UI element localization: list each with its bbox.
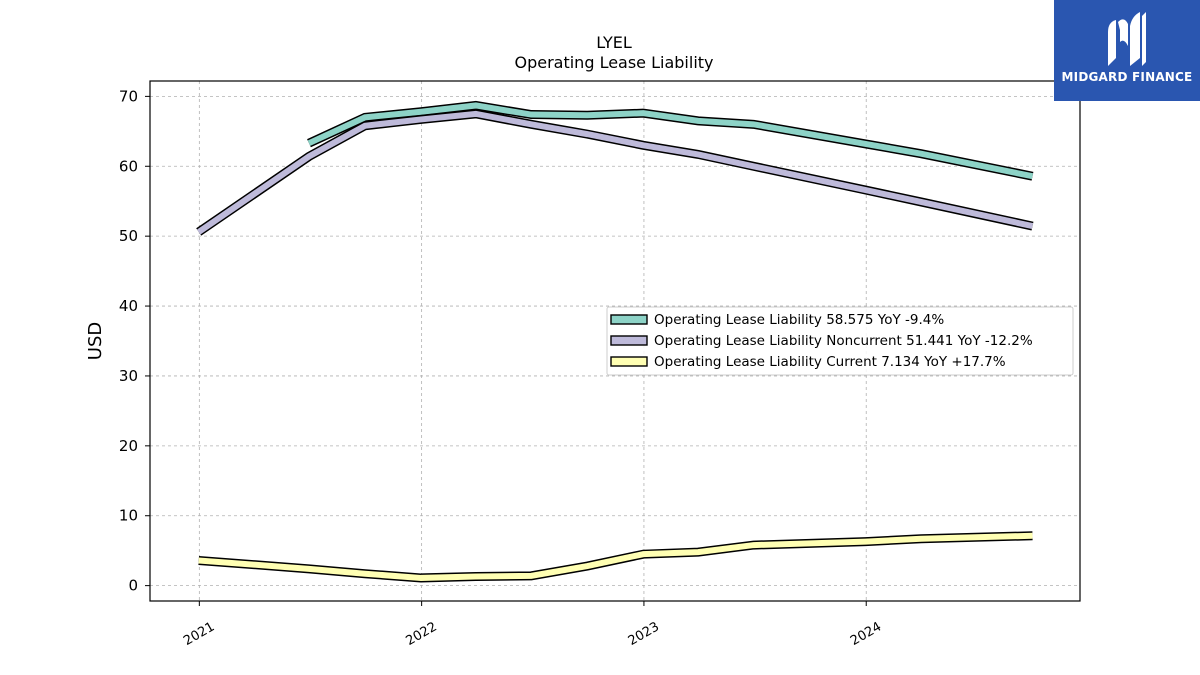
x-tick-label: 2021 <box>181 619 217 649</box>
legend-swatch <box>610 335 648 346</box>
legend-box <box>606 306 1074 376</box>
y-tick-label: 20 <box>119 437 138 455</box>
y-tick-label: 30 <box>119 367 138 385</box>
legend-swatch <box>610 314 648 325</box>
brand-logo: MIDGARD FINANCE <box>1054 0 1200 101</box>
series-line-2 <box>197 110 1034 235</box>
legend: Operating Lease Liability 58.575 YoY -9.… <box>606 306 1074 376</box>
y-tick-label: 0 <box>128 577 138 595</box>
plot-frame <box>149 80 1081 602</box>
x-tick-label: 2022 <box>403 619 439 649</box>
legend-swatch <box>610 356 648 367</box>
midgard-m-logo-icon <box>1108 12 1146 66</box>
series-line-3 <box>198 532 1033 581</box>
y-tick-label: 40 <box>119 297 138 315</box>
x-tick-label: 2023 <box>626 619 662 649</box>
y-axis-label: USD <box>85 322 106 360</box>
brand-name: MIDGARD FINANCE <box>1061 70 1193 84</box>
legend-entry: Operating Lease Liability Current 7.134 … <box>654 354 1006 370</box>
series-layer <box>196 100 1034 583</box>
y-tick-label: 10 <box>119 507 138 525</box>
y-tick-label: 50 <box>119 227 138 245</box>
legend-entry: Operating Lease Liability 58.575 YoY -9.… <box>654 312 944 328</box>
y-tick-label: 60 <box>119 157 138 175</box>
y-tick-label: 70 <box>119 87 138 105</box>
series-line-1 <box>307 102 1034 180</box>
chart-subtitle: Operating Lease Liability <box>514 53 713 72</box>
legend-entry: Operating Lease Liability Noncurrent 51.… <box>654 333 1033 349</box>
chart-title: LYEL <box>596 33 632 52</box>
grid <box>150 81 1080 601</box>
x-tick-label: 2024 <box>848 619 884 649</box>
